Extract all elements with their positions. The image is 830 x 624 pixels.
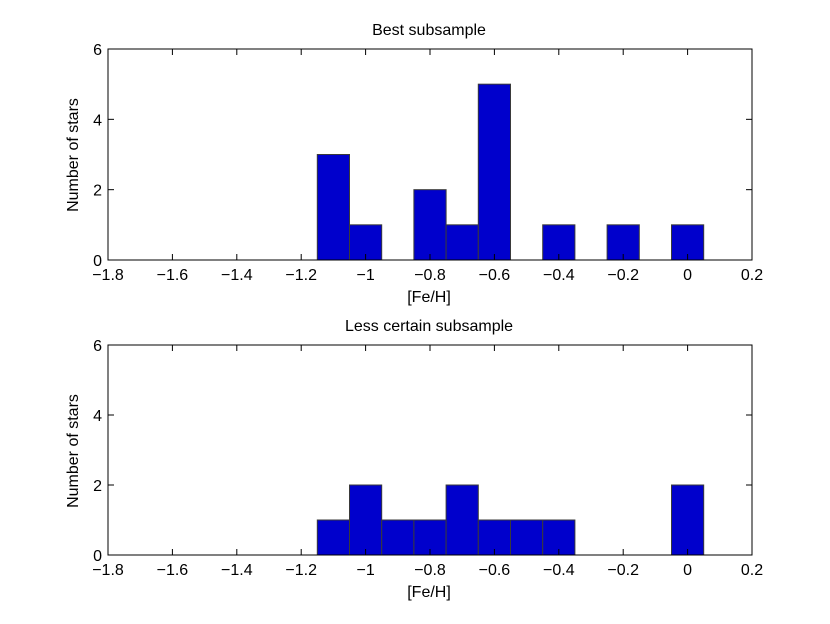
y-axis-label: Number of stars xyxy=(65,394,82,508)
y-tick-label: 0 xyxy=(93,548,102,565)
tick-group: −1.8 −1.6 −1.4 −1.2 −1 −0.8 −0.6 −0.4 −0.2 0 0.2 0 2… xyxy=(92,42,763,284)
x-tick-label: 0 xyxy=(683,267,692,284)
x-tick-label: −1.2 xyxy=(285,267,317,284)
x-axis-label: [Fe/H] xyxy=(407,584,451,601)
y-tick-label: 6 xyxy=(93,338,102,355)
y-tick-label: 4 xyxy=(93,112,102,129)
x-tick-label: −1.4 xyxy=(221,562,253,579)
y-tick-label: 2 xyxy=(93,478,102,495)
x-tick-label: −1.6 xyxy=(157,562,189,579)
x-tick-label: −1.8 xyxy=(92,562,124,579)
x-tick-label: 0 xyxy=(683,562,692,579)
histogram-bar xyxy=(510,519,544,556)
y-tick-label: 6 xyxy=(93,42,102,59)
histogram-bar xyxy=(477,83,511,261)
x-tick-label: −0.4 xyxy=(543,562,575,579)
x-tick-label: −1.6 xyxy=(157,267,189,284)
x-tick-label: −0.4 xyxy=(543,267,575,284)
y-axis-label: Number of stars xyxy=(65,98,82,212)
best-subsample-panel: Best subsample −1.8 −1.6 −1.4 −1.2 −1 −0.8 −0.… xyxy=(65,22,763,306)
x-tick-label: −1 xyxy=(356,562,374,579)
y-tick-label: 2 xyxy=(93,183,102,200)
panel-title: Best subsample xyxy=(372,22,486,39)
x-tick-label: −1.4 xyxy=(221,267,253,284)
x-tick-label: −1 xyxy=(356,267,374,284)
x-tick-label: −1.2 xyxy=(285,562,317,579)
x-tick-label: 0.2 xyxy=(741,562,763,579)
x-tick-label: −0.6 xyxy=(479,267,511,284)
histogram-bar xyxy=(316,519,350,556)
histogram-bar xyxy=(316,154,350,261)
histogram-bar xyxy=(445,484,479,556)
x-tick-label: −1.8 xyxy=(92,267,124,284)
x-axis-label: [Fe/H] xyxy=(407,289,451,306)
x-tick-label: −0.8 xyxy=(414,267,446,284)
y-tick-label: 0 xyxy=(93,253,102,270)
histogram-bar xyxy=(349,484,383,556)
tick-group: −1.8 −1.6 −1.4 −1.2 −1 −0.8 −0.6 −0.4 −0.2 0 0.2 0 2… xyxy=(92,338,763,579)
histogram-bar xyxy=(445,224,479,261)
histogram-bar xyxy=(413,189,447,261)
less-certain-subsample-panel: Less certain subsample −1.8 −1.6 −1.4 −1.2−… xyxy=(65,318,763,601)
x-tick-label: −0.8 xyxy=(414,562,446,579)
x-tick-label: −0.2 xyxy=(607,562,639,579)
x-tick-label: −0.2 xyxy=(607,267,639,284)
histogram-bar xyxy=(671,484,705,556)
bar-group xyxy=(316,83,705,261)
bar-group xyxy=(316,484,705,556)
histogram-bar xyxy=(381,519,415,556)
x-tick-label: 0.2 xyxy=(741,267,763,284)
y-tick-label: 4 xyxy=(93,408,102,425)
x-tick-label: −0.6 xyxy=(479,562,511,579)
panel-title: Less certain subsample xyxy=(345,318,513,335)
